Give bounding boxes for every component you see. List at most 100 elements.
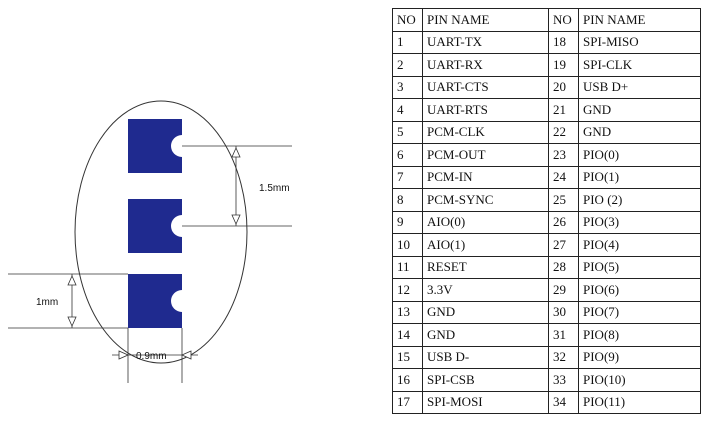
pin-name-cell: USB D-	[422, 345, 549, 369]
pitch-label: 1.5mm	[259, 183, 290, 194]
pin-number-cell: 9	[392, 210, 423, 234]
header-no-left: NO	[392, 8, 423, 32]
pin-name-cell: AIO(1)	[422, 233, 549, 257]
pin-number-cell: 4	[392, 98, 423, 122]
table-row: 11 RESET 28 PIO(5)	[392, 255, 701, 279]
pin-name-cell: PIO (2)	[578, 188, 701, 212]
pad-dimension-diagram: 1.5mm 1mm 0.9mm	[8, 100, 292, 383]
pad-3	[128, 274, 193, 328]
pin-number-cell: 13	[392, 300, 423, 324]
pin-name-cell: PIO(3)	[578, 210, 701, 234]
pin-name-cell: PIO(5)	[578, 255, 701, 279]
pin-name-cell: USB D+	[578, 75, 701, 99]
pin-number-cell: 6	[392, 143, 423, 167]
table-row: 15 USB D- 32 PIO(9)	[392, 345, 701, 369]
table-row: 10 AIO(1) 27 PIO(4)	[392, 233, 701, 257]
pad-height-label: 1mm	[36, 297, 58, 308]
table-row: 16 SPI-CSB 33 PIO(10)	[392, 368, 701, 392]
pin-name-cell: SPI-CLK	[578, 53, 701, 77]
table-row: 14 GND 31 PIO(8)	[392, 323, 701, 347]
pin-name-cell: PIO(6)	[578, 278, 701, 302]
pad-width-label: 0.9mm	[136, 351, 167, 362]
table-row: 3 UART-CTS 20 USB D+	[392, 75, 701, 99]
pin-number-cell: 23	[548, 143, 579, 167]
pin-number-cell: 19	[548, 53, 579, 77]
pin-name-cell: UART-RTS	[422, 98, 549, 122]
table-header-row: NO PIN NAME NO PIN NAME	[392, 8, 701, 32]
pin-name-cell: UART-TX	[422, 30, 549, 54]
pin-name-cell: PCM-OUT	[422, 143, 549, 167]
pin-number-cell: 15	[392, 345, 423, 369]
table-row: 4 UART-RTS 21 GND	[392, 98, 701, 122]
pin-name-cell: PCM-CLK	[422, 120, 549, 144]
pin-number-cell: 25	[548, 188, 579, 212]
pin-number-cell: 5	[392, 120, 423, 144]
pin-number-cell: 16	[392, 368, 423, 392]
pin-number-cell: 29	[548, 278, 579, 302]
pin-number-cell: 10	[392, 233, 423, 257]
pin-number-cell: 20	[548, 75, 579, 99]
pin-name-cell: PIO(1)	[578, 165, 701, 189]
table-row: 12 3.3V 29 PIO(6)	[392, 278, 701, 302]
pin-name-cell: GND	[578, 98, 701, 122]
pin-number-cell: 33	[548, 368, 579, 392]
pin-name-cell: PIO(4)	[578, 233, 701, 257]
pin-name-cell: RESET	[422, 255, 549, 279]
pin-number-cell: 12	[392, 278, 423, 302]
table-row: 1 UART-TX 18 SPI-MISO	[392, 30, 701, 54]
pin-name-cell: GND	[422, 323, 549, 347]
pin-number-cell: 7	[392, 165, 423, 189]
pin-number-cell: 3	[392, 75, 423, 99]
pin-number-cell: 21	[548, 98, 579, 122]
pin-name-cell: SPI-CSB	[422, 368, 549, 392]
pin-number-cell: 31	[548, 323, 579, 347]
header-no-right: NO	[548, 8, 579, 32]
pin-number-cell: 34	[548, 390, 579, 414]
pin-name-cell: UART-RX	[422, 53, 549, 77]
pin-number-cell: 32	[548, 345, 579, 369]
pin-number-cell: 22	[548, 120, 579, 144]
pin-name-cell: AIO(0)	[422, 210, 549, 234]
table-row: 13 GND 30 PIO(7)	[392, 300, 701, 324]
pin-number-cell: 26	[548, 210, 579, 234]
pin-number-cell: 24	[548, 165, 579, 189]
table-row: 8 PCM-SYNC 25 PIO (2)	[392, 188, 701, 212]
pin-number-cell: 2	[392, 53, 423, 77]
pin-number-cell: 28	[548, 255, 579, 279]
table-row: 6 PCM-OUT 23 PIO(0)	[392, 143, 701, 167]
pin-name-cell: PIO(11)	[578, 390, 701, 414]
pin-name-cell: SPI-MISO	[578, 30, 701, 54]
table-row: 7 PCM-IN 24 PIO(1)	[392, 165, 701, 189]
table-row: 5 PCM-CLK 22 GND	[392, 120, 701, 144]
pin-number-cell: 17	[392, 390, 423, 414]
pin-name-cell: PCM-SYNC	[422, 188, 549, 212]
pin-number-cell: 18	[548, 30, 579, 54]
pin-name-cell: SPI-MOSI	[422, 390, 549, 414]
pin-number-cell: 14	[392, 323, 423, 347]
pitch-dimension	[182, 145, 292, 227]
pin-name-cell: PIO(10)	[578, 368, 701, 392]
pin-number-cell: 11	[392, 255, 423, 279]
pin-number-cell: 30	[548, 300, 579, 324]
header-pin-name-left: PIN NAME	[422, 8, 549, 32]
table-row: 17 SPI-MOSI 34 PIO(11)	[392, 390, 701, 414]
pin-name-cell: GND	[578, 120, 701, 144]
pad-2	[128, 199, 193, 253]
pin-name-cell: PIO(7)	[578, 300, 701, 324]
pin-name-cell: PIO(0)	[578, 143, 701, 167]
pad-outline-ellipse	[74, 100, 248, 364]
pin-name-cell: PCM-IN	[422, 165, 549, 189]
table-row: 9 AIO(0) 26 PIO(3)	[392, 210, 701, 234]
pin-number-cell: 1	[392, 30, 423, 54]
pin-number-cell: 8	[392, 188, 423, 212]
pin-name-cell: PIO(8)	[578, 323, 701, 347]
pin-assignment-table: NO PIN NAME NO PIN NAME 1 UART-TX 18 SPI-MI…	[392, 8, 701, 414]
pin-name-cell: UART-CTS	[422, 75, 549, 99]
table-row: 2 UART-RX 19 SPI-CLK	[392, 53, 701, 77]
pin-name-cell: PIO(9)	[578, 345, 701, 369]
pin-table-body: 1 UART-TX 18 SPI-MISO 2 UART-RX 19 SPI-CLK 3 UART…	[392, 30, 701, 414]
pad-width-dimension	[112, 328, 198, 383]
pin-name-cell: GND	[422, 300, 549, 324]
pad-height-dimension	[8, 273, 128, 329]
pin-number-cell: 27	[548, 233, 579, 257]
